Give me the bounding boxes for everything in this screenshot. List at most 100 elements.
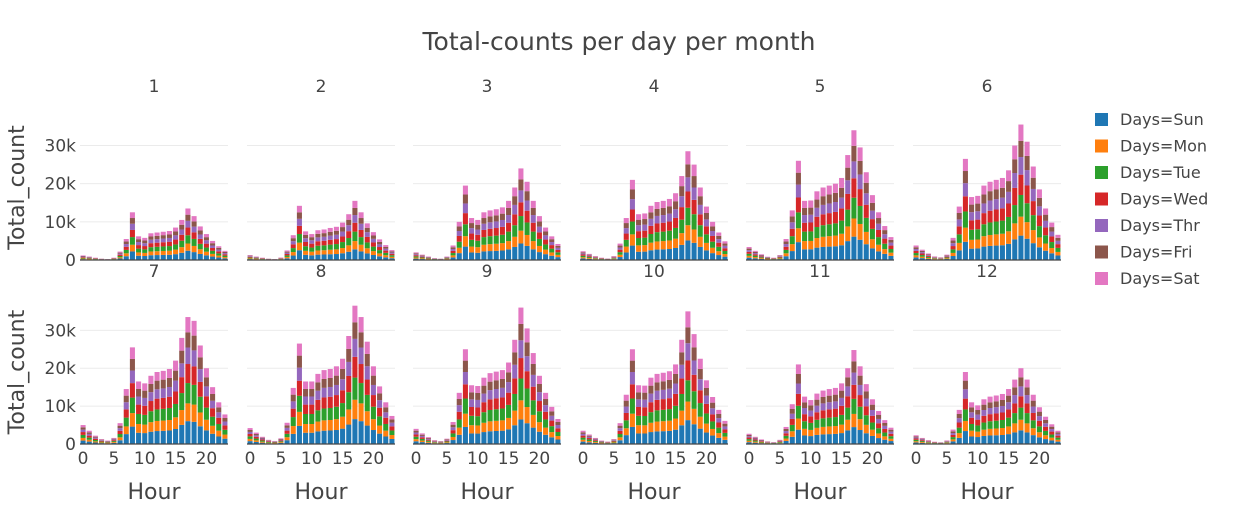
bar-segment [352,201,357,208]
bar-segment [444,440,449,441]
bar-segment [914,253,919,255]
bar-segment [118,254,123,255]
bar-segment [833,401,838,408]
bar-segment [587,256,592,257]
bar-segment [636,399,641,407]
bar-segment [426,437,431,438]
bar-segment [888,240,893,243]
bar-segment [488,216,493,222]
bar-segment [944,255,949,256]
bar-segment [124,434,129,444]
bar-segment [179,410,184,425]
y-tick-label: 0 [65,435,76,455]
bar-segment [642,407,647,416]
bar-segment [692,188,697,200]
bar-segment [481,224,486,230]
legend-item[interactable]: Days=Tue [1095,163,1201,182]
bar-segment [876,237,881,245]
bar-segment [155,251,160,255]
bar-segment [105,442,110,443]
bar-segment [148,243,153,247]
bar-segment [383,407,388,412]
bar-segment [555,432,560,436]
bar-segment [802,435,807,444]
bar-segment [512,214,517,225]
bar-segment [179,225,184,230]
bar-segment [790,419,795,425]
bar-segment [1031,435,1036,444]
bar-segment [618,252,623,255]
bar-segment [278,440,283,441]
legend[interactable]: Days=Sun Days=Mon Days=Tue Days=Wed Days=Thr… [1095,110,1208,288]
bar-segment [506,429,511,444]
bar-segment [1049,223,1054,227]
bar-segment [359,317,364,332]
legend-item[interactable]: Days=Wed [1095,190,1208,209]
bar-segment [593,439,598,440]
bar-segment [667,222,672,231]
bar-segment [624,407,629,413]
bar-segment [148,411,153,422]
legend-item[interactable]: Days=Thr [1095,216,1200,235]
bar-segment [994,413,999,420]
bar-segment [525,246,530,260]
bar-segment [753,441,758,442]
bar-segment [130,427,135,444]
bar-segment [587,435,592,436]
bar-segment [759,256,764,257]
bar-segment [352,419,357,444]
legend-item[interactable]: Days=Fri [1095,243,1192,262]
bar-segment [636,385,641,392]
x-axis-title: Hour [128,480,182,505]
legend-item[interactable]: Days=Sat [1095,269,1200,288]
bar-segment [1049,424,1054,426]
bar-segment [309,234,314,237]
bar-segment [204,408,209,420]
bar-segment [148,422,153,432]
bar-segment [673,394,678,406]
bar-segment [346,238,351,245]
bar-segment [851,198,856,219]
legend-label: Days=Fri [1120,243,1192,262]
bar-segment [328,397,333,408]
bar-segment [642,213,647,219]
bar-segment [704,250,709,260]
bar-segment [833,202,838,212]
bar-segment [661,249,666,260]
legend-item[interactable]: Days=Sun [1095,110,1204,129]
bar-segment [457,399,462,405]
bar-segment [167,231,172,234]
bar-segment [457,419,462,427]
bar-segment [648,412,653,423]
bar-segment [679,220,684,233]
bar-segment [914,251,919,253]
bar-segment [821,205,826,214]
bar-segment [926,442,931,443]
bar-segment [210,394,215,401]
bar-segment [1025,432,1030,444]
legend-label: Days=Tue [1120,163,1201,182]
bar-segment [1037,437,1042,444]
bar-segment [222,253,227,254]
bar-segment [753,252,758,253]
bar-segment [685,240,690,260]
bar-segment [87,434,92,436]
bar-segment [322,420,327,430]
bar-segment [618,426,623,429]
bar-segment [185,215,190,221]
bar-segment [457,435,462,444]
y-axis-title: Total_count [5,309,30,435]
bar-segment [210,401,215,408]
legend-label: Days=Wed [1120,190,1208,209]
bar-segment [512,196,517,205]
bar-segment [457,393,462,399]
bar-segment [130,212,135,218]
legend-item[interactable]: Days=Mon [1095,137,1207,156]
bar-segment [463,384,468,398]
bar-segment [537,376,542,384]
bar-segment [581,254,586,255]
bar-segment [716,251,721,255]
bar-segment [481,412,486,423]
bar-segment [130,413,135,427]
bar-segment [636,425,641,433]
